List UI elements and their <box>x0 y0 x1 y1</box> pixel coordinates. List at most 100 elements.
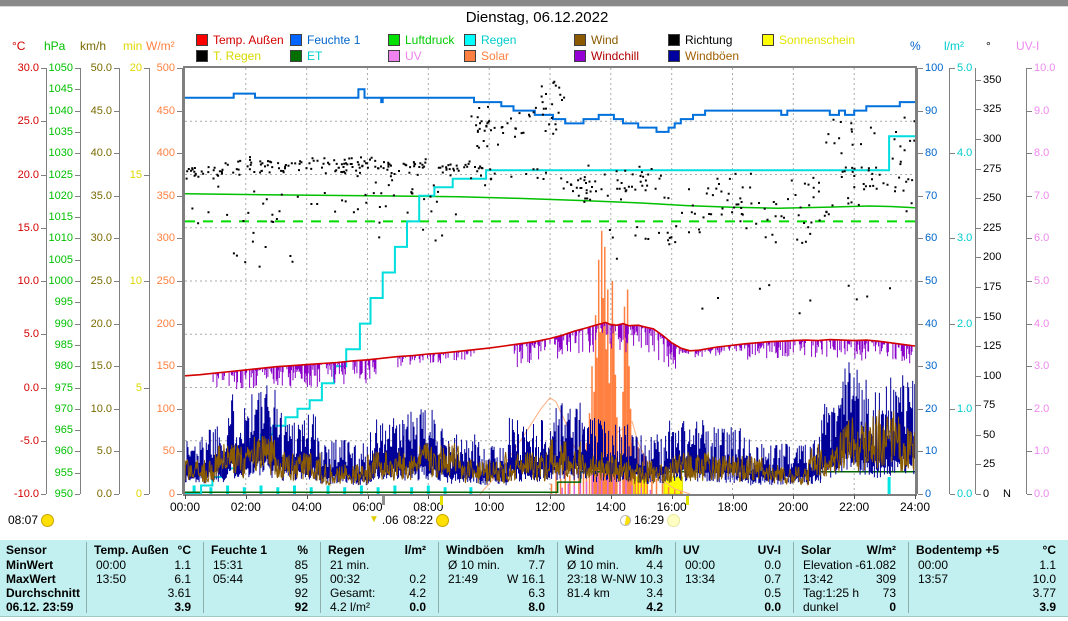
axis-tick-label: 1030 <box>48 147 73 160</box>
axis-tick <box>114 451 119 453</box>
table-cell-value: 3.9 <box>1039 600 1056 614</box>
table-cell-value: 73 <box>882 586 896 600</box>
axis-tick <box>41 281 46 282</box>
table-cell-value: -61.082 <box>855 558 896 572</box>
axis-tick-label: 1035 <box>48 125 73 138</box>
axis-tick <box>177 195 182 197</box>
axis-tick <box>75 281 80 282</box>
axis-tick-label: 350 <box>983 73 1002 86</box>
table-cell-label: 21:49 <box>448 572 479 586</box>
legend-item-luftdruck: Luftdruck <box>388 33 454 46</box>
axis-tick <box>976 79 981 81</box>
axis-tick <box>41 174 46 176</box>
axis-tick-label: 4.0 <box>957 147 973 160</box>
statistics-table: Sensor MinWert MaxWert Durchschnitt 06.12. 2… <box>0 539 1068 617</box>
axis-tick <box>75 195 80 197</box>
axis-tick <box>918 408 923 410</box>
axis-tick-label: 9.0 <box>1034 104 1050 117</box>
table-cell-label: Tag:1:25 h <box>803 586 860 600</box>
table-col-unit: °C <box>1042 543 1056 557</box>
axis-line-kmh <box>119 68 120 494</box>
axis-tick <box>1027 323 1032 325</box>
axis-tick-label: 200 <box>983 251 1002 264</box>
sunrise-time: 08:22 <box>403 513 434 527</box>
axis-tick-label: 20 <box>129 62 142 74</box>
axis-unit-label: l/m² <box>944 39 964 53</box>
axis-tick <box>1027 366 1032 368</box>
table-cell-value: 7.7 <box>528 558 545 572</box>
axis-unit-label: km/h <box>80 39 107 53</box>
axis-tick <box>114 68 119 69</box>
axis-tick <box>918 451 923 453</box>
axis-tick <box>918 68 923 69</box>
axis-tick <box>144 68 149 69</box>
table-cell-value: 0.0 <box>764 600 781 614</box>
table-col-header: Solar <box>801 543 832 557</box>
table-cell-value: 92 <box>294 586 308 600</box>
axis-tick-label: 10.0 <box>90 402 112 415</box>
axis-tick-label: 150 <box>156 360 175 373</box>
legend-item-windb-en: Windböen <box>668 49 739 62</box>
axis-tick-label: 8.0 <box>1034 147 1050 160</box>
table-separator <box>908 542 909 613</box>
axis-tick-label: 0 <box>983 488 990 500</box>
table-cell-label: 21 min. <box>330 558 370 572</box>
moonset-label: .06 <box>381 513 399 527</box>
x-tick-stub <box>854 495 856 499</box>
axis-tick-label: 325 <box>983 103 1002 116</box>
axis-tick <box>950 153 955 155</box>
table-col-header: Regen <box>328 543 365 557</box>
axis-tick <box>75 110 80 112</box>
axis-line-lm2 <box>949 68 950 494</box>
axis-tick <box>1027 281 1032 282</box>
x-tick-stub <box>367 495 369 499</box>
axis-tick-label: 100 <box>983 369 1002 382</box>
axis-tick-label: 15.0 <box>90 360 112 373</box>
axis-tick <box>976 375 981 377</box>
axis-tick <box>75 68 80 69</box>
axis-tick-label: 35.0 <box>90 189 112 202</box>
axis-tick <box>976 227 981 229</box>
axis-tick <box>114 408 119 410</box>
axis-tick-label: 1020 <box>48 189 73 202</box>
axis-tick <box>976 434 981 436</box>
axis-tick <box>976 464 981 466</box>
x-tick-stub <box>732 495 734 499</box>
axis-tick-label: 4.0 <box>1034 317 1050 330</box>
table-cell-label: 13:34 <box>685 572 716 586</box>
axis-tick <box>144 494 149 495</box>
axis-tick-label: 1025 <box>48 168 73 181</box>
axis-tick <box>918 110 923 112</box>
axis-tick-label: 50 <box>983 428 996 441</box>
axis-tick-label: 70 <box>925 189 938 202</box>
legend-item-label: Solar <box>481 48 510 63</box>
table-col-unit: l/m² <box>404 543 426 557</box>
axis-tick-label: 25.0 <box>17 115 39 128</box>
axis-unit-label: min <box>123 39 143 53</box>
x-tick-stub <box>428 495 430 499</box>
axis-tick-label: 20 <box>925 402 938 415</box>
legend-item-label: T. Regen <box>213 48 262 63</box>
legend-color-box <box>464 33 476 46</box>
axis-tick-label: 25 <box>983 458 996 471</box>
axis-tick <box>75 344 80 346</box>
axis-tick <box>41 68 46 69</box>
axis-tick <box>75 430 80 432</box>
axis-tick-label: 1000 <box>48 275 73 287</box>
table-cell-label: 13:50 <box>96 572 127 586</box>
table-sensor-label: 06.12. 23:59 <box>6 600 74 614</box>
axis-tick-label: 2.0 <box>1034 402 1050 415</box>
axis-tick-label: 50.0 <box>90 62 112 74</box>
x-tick-stub <box>185 495 186 499</box>
legend-color-box <box>762 33 774 46</box>
table-cell-value: 4.4 <box>646 558 663 572</box>
table-cell-label: Elevation <box>803 558 853 572</box>
axis-tick-label: 300 <box>156 232 175 245</box>
axis-line-min <box>149 68 150 494</box>
axis-tick <box>41 227 46 229</box>
axis-tick-label: 985 <box>54 338 73 351</box>
axis-tick <box>976 346 981 348</box>
axis-tick <box>114 323 119 325</box>
table-cell-value: W-NW 10.3 <box>601 572 663 586</box>
axis-tick-label: 50 <box>925 275 938 287</box>
